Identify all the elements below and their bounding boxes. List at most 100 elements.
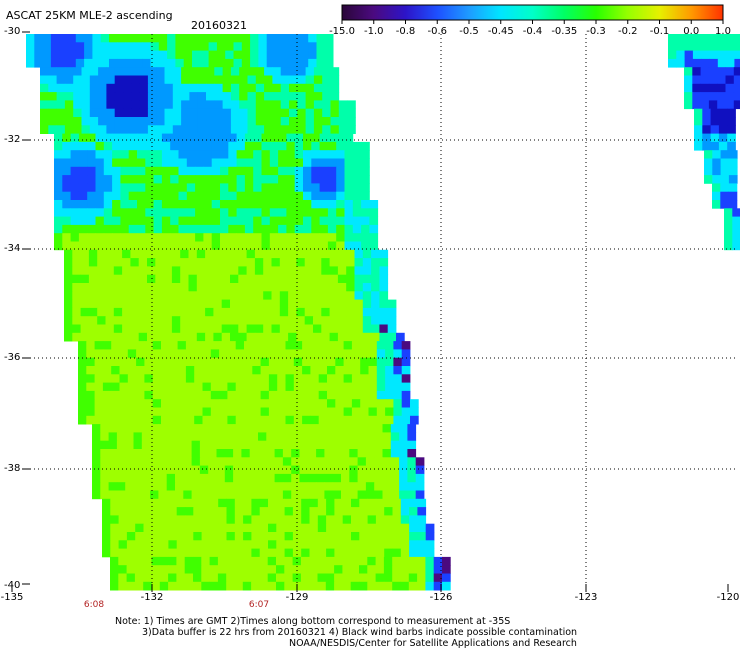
- swath-cell: [230, 316, 239, 325]
- swath-cell: [103, 150, 113, 159]
- swath-cell: [97, 258, 106, 267]
- swath-cell: [136, 399, 145, 408]
- swath-cell: [214, 92, 223, 101]
- swath-cell: [247, 67, 257, 76]
- swath-cell: [327, 349, 336, 359]
- swath-cell: [178, 216, 188, 226]
- swath-cell: [171, 299, 181, 309]
- swath-cell: [329, 324, 339, 334]
- swath-cell: [283, 58, 292, 68]
- swath-cell: [268, 390, 278, 400]
- swath-cell: [210, 390, 220, 400]
- swath-cell: [161, 191, 171, 201]
- swath-cell: [193, 548, 202, 558]
- swath-cell: [94, 407, 104, 417]
- swath-cell: [188, 291, 198, 300]
- swath-cell: [276, 507, 285, 516]
- swath-cell: [280, 108, 290, 118]
- swath-cell: [357, 473, 367, 483]
- swath-cell: [131, 83, 140, 93]
- swath-cell: [75, 34, 85, 43]
- swath-cell: [181, 83, 190, 93]
- swath-cell: [208, 34, 218, 43]
- colorbar: [341, 4, 724, 24]
- swath-cell: [209, 498, 219, 508]
- swath-cell: [145, 224, 154, 234]
- swath-cell: [277, 407, 286, 417]
- swath-cell: [297, 83, 306, 93]
- swath-cell: [161, 216, 171, 226]
- swath-cell: [343, 382, 353, 392]
- swath-cell: [261, 224, 271, 234]
- swath-cell: [152, 399, 162, 408]
- swath-cell: [692, 58, 702, 68]
- swath-cell: [354, 283, 364, 292]
- swath-cell: [86, 382, 95, 392]
- swath-cell: [375, 573, 385, 583]
- swath-cell: [230, 100, 240, 110]
- swath-cell: [186, 183, 196, 193]
- swath-cell: [211, 208, 221, 217]
- swath-cell: [196, 283, 206, 292]
- swath-cell: [374, 449, 383, 458]
- swath-cell: [183, 42, 193, 51]
- swath-cell: [316, 482, 325, 491]
- swath-cell: [724, 241, 733, 251]
- swath-cell: [166, 457, 176, 466]
- swath-cell: [151, 540, 161, 549]
- swath-cell: [268, 407, 278, 417]
- swath-cell: [172, 67, 182, 76]
- swath-cell: [105, 332, 115, 342]
- swath-cell: [303, 150, 312, 159]
- swath-cell: [50, 42, 60, 51]
- swath-cell: [80, 324, 90, 334]
- swath-cell: [168, 498, 178, 508]
- swath-cell: [114, 125, 124, 134]
- swath-cell: [203, 241, 213, 251]
- swath-cell: [227, 382, 237, 392]
- swath-cell: [163, 332, 173, 342]
- swath-cell: [371, 266, 380, 276]
- swath-cell: [241, 424, 251, 433]
- swath-cell: [271, 299, 281, 309]
- swath-cell: [338, 100, 348, 110]
- swath-cell: [337, 249, 347, 259]
- swath-cell: [214, 125, 223, 134]
- swath-cell: [118, 556, 127, 566]
- swath-cell: [400, 540, 410, 549]
- swath-cell: [375, 515, 385, 525]
- swath-cell: [161, 208, 171, 217]
- swath-cell: [110, 532, 119, 541]
- swath-cell: [105, 324, 115, 334]
- swath-cell: [733, 83, 740, 93]
- swath-cell: [344, 183, 354, 193]
- swath-cell: [195, 183, 204, 193]
- swath-cell: [692, 92, 701, 101]
- swath-cell: [271, 324, 281, 334]
- swath-cell: [327, 191, 337, 201]
- swath-cell: [163, 249, 173, 259]
- swath-cell: [384, 498, 393, 508]
- swath-cell: [144, 407, 154, 417]
- swath-cell: [296, 283, 306, 292]
- swath-cell: [341, 424, 350, 433]
- swath-cell: [335, 415, 344, 425]
- swath-cell: [119, 357, 129, 367]
- swath-cell: [268, 540, 277, 549]
- swath-cell: [357, 457, 367, 466]
- swath-cell: [131, 125, 140, 134]
- swath-cell: [172, 75, 182, 85]
- swath-cell: [718, 108, 728, 118]
- swath-cell: [734, 34, 740, 43]
- swath-cell: [95, 141, 105, 151]
- swath-cell: [255, 100, 265, 110]
- swath-cell: [259, 498, 269, 508]
- swath-cell: [247, 117, 257, 126]
- swath-cell: [216, 424, 226, 433]
- swath-cell: [332, 440, 342, 450]
- swath-cell: [88, 266, 98, 276]
- swath-cell: [64, 266, 73, 276]
- swath-cell: [337, 266, 347, 276]
- swath-cell: [384, 548, 393, 558]
- swath-cell: [138, 307, 148, 317]
